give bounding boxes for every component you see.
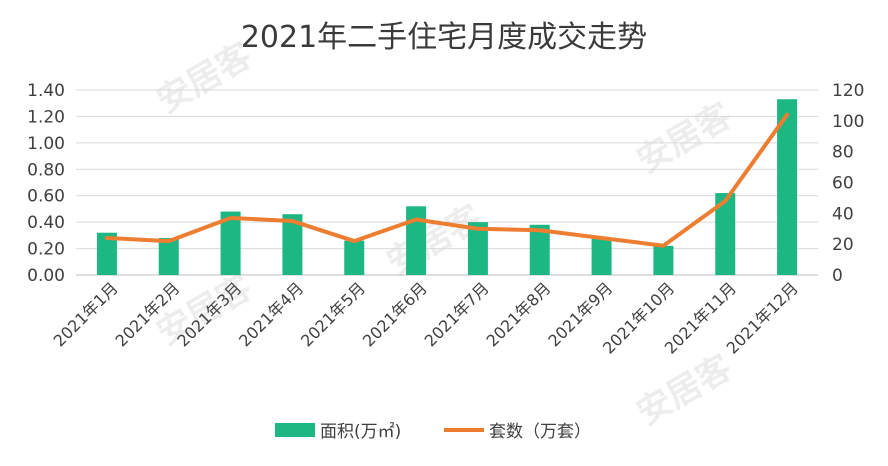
y-left-tick-label: 1.40 — [27, 81, 65, 101]
bar — [158, 238, 179, 275]
x-tick-label: 2021年7月 — [421, 278, 493, 350]
line-point — [105, 237, 108, 239]
watermark-text: 安居客 — [630, 348, 738, 434]
y-right-tick-label: 100 — [832, 112, 864, 132]
y-left-tick-label: 0.00 — [27, 266, 65, 286]
line-point — [724, 200, 727, 202]
legend: 面积(万㎡) 套数（万套） — [275, 422, 591, 442]
bar — [715, 193, 736, 275]
y-right-tick-label: 60 — [832, 174, 854, 194]
y-axis-right: 0 20 40 60 80 100 120 — [832, 81, 864, 286]
bar — [96, 232, 117, 275]
y-right-tick-label: 20 — [832, 235, 854, 255]
y-left-tick-label: 1.20 — [27, 107, 65, 127]
y-left-tick-label: 0.80 — [27, 160, 65, 180]
line-point — [353, 240, 356, 243]
y-right-tick-label: 0 — [832, 266, 843, 286]
series-line — [104, 112, 790, 248]
bar — [467, 222, 488, 275]
x-tick-label: 2021年6月 — [359, 278, 431, 350]
line-point — [415, 218, 418, 221]
legend-label-line: 套数（万套） — [489, 422, 591, 442]
line-point — [167, 240, 170, 243]
legend-label-bar: 面积(万㎡) — [320, 422, 401, 442]
bar — [344, 240, 365, 275]
bar — [777, 99, 798, 275]
y-left-tick-label: 0.20 — [27, 240, 65, 260]
line-point — [291, 220, 294, 223]
bar — [282, 214, 303, 275]
x-tick-label: 2021年1月 — [50, 278, 122, 350]
x-tick-label: 2021年5月 — [297, 278, 369, 350]
bar — [591, 238, 612, 275]
y-left-tick-label: 0.60 — [27, 187, 65, 207]
line-point — [229, 216, 232, 219]
line-point — [476, 227, 479, 230]
legend-swatch-bar — [275, 423, 315, 437]
line-point — [662, 244, 665, 247]
x-tick-label: 2021年8月 — [483, 278, 555, 350]
line-point — [600, 237, 603, 239]
line-series — [104, 112, 790, 248]
y-axis-left: 0.00 0.20 0.40 0.60 0.80 1.00 1.20 1.40 — [27, 81, 65, 286]
line-point — [538, 229, 541, 232]
bar — [653, 245, 674, 275]
y-right-tick-label: 40 — [832, 204, 854, 224]
y-left-tick-label: 1.00 — [27, 134, 65, 154]
y-right-tick-label: 80 — [832, 143, 854, 163]
bar-series — [96, 99, 798, 275]
y-right-tick-label: 120 — [832, 81, 864, 101]
chart-title: 2021年二手住宅月度成交走势 — [241, 20, 647, 55]
bar — [529, 224, 550, 275]
y-left-tick-label: 0.40 — [27, 213, 65, 233]
bar — [220, 211, 241, 275]
bar — [406, 206, 427, 275]
watermark-text: 安居客 — [630, 96, 738, 182]
line-point — [786, 113, 789, 116]
